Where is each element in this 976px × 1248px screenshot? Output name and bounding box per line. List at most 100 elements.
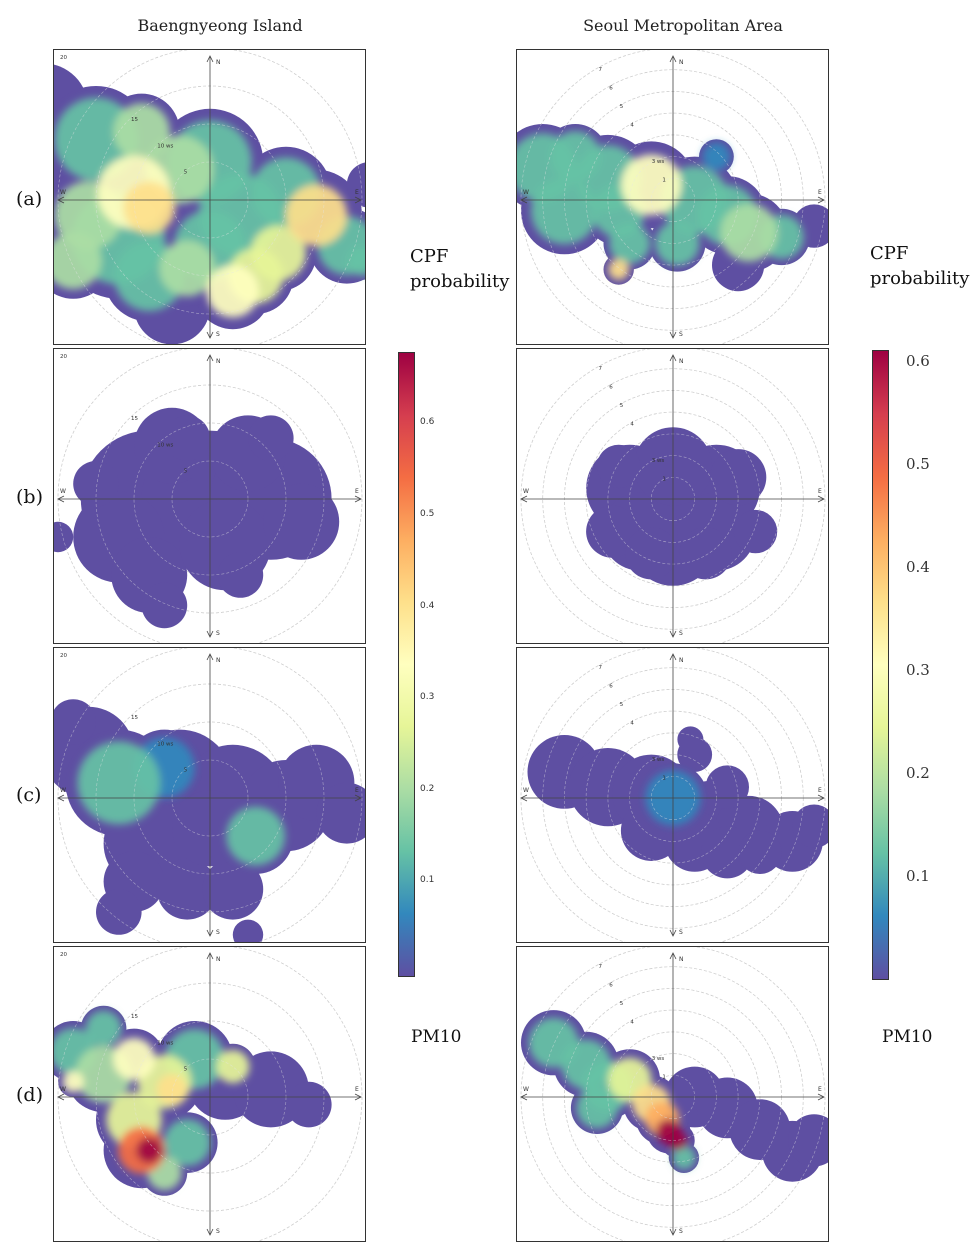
axis-arrow — [57, 1093, 65, 1101]
ring-label: 5 — [184, 768, 188, 774]
polar-plot-baengnyeong-d: N E S W 20 15 10 ws 5 — [53, 946, 366, 1242]
cpf-cell — [248, 415, 294, 461]
axis-arrow — [520, 1093, 528, 1101]
cpf-cell — [677, 726, 704, 753]
cpf-hotspots — [528, 1018, 696, 1170]
polar-plot-canvas: N E S W 7 6 5 4 3 ws 1 — [520, 349, 826, 643]
direction-label: W — [60, 488, 66, 495]
cpf-hotspot — [576, 1087, 618, 1129]
axis-arrow — [817, 794, 825, 802]
colorbar-title-line2: probability — [410, 271, 510, 292]
direction-label: W — [60, 787, 66, 794]
ring-label: 1 — [662, 477, 666, 483]
ring-label: 7 — [599, 964, 603, 970]
ring-label: 4 — [630, 720, 634, 726]
axis-arrow — [57, 794, 65, 802]
axis-arrow — [354, 1093, 362, 1101]
direction-label: W — [523, 488, 529, 495]
colorbar-title-line1: CPF — [410, 246, 449, 267]
axis-arrow — [669, 630, 677, 638]
ring-label: 4 — [630, 421, 634, 427]
cpf-hotspot — [226, 806, 285, 866]
colorbar-left — [398, 352, 415, 977]
ring-label: 4 — [630, 1019, 634, 1025]
colorbar-title-line1: CPF — [870, 243, 909, 264]
ring-label: 3 ws — [652, 757, 665, 763]
colorbar-footer-left: PM10 — [411, 1027, 462, 1047]
cpf-hotspot — [216, 1050, 250, 1084]
ring-label: 3 ws — [652, 458, 665, 464]
ring-label: 7 — [599, 366, 603, 372]
cpf-hotspot — [206, 265, 259, 318]
axis-arrow — [206, 630, 214, 638]
ring-label: 5 — [184, 170, 188, 176]
ring-label: 10 ws — [157, 1040, 173, 1046]
colorbar-title-right: CPF probability — [870, 241, 969, 291]
cpf-hotspot — [113, 1038, 155, 1080]
direction-label: E — [818, 1086, 822, 1093]
axis-arrow — [206, 653, 214, 661]
axis-arrow — [669, 929, 677, 937]
colorbar-tick-label: 0.2 — [906, 764, 930, 783]
row-label-b: (b) — [16, 486, 43, 508]
ring-label: 5 — [184, 1067, 188, 1073]
direction-label: N — [679, 358, 684, 365]
cpf-cell — [346, 162, 365, 208]
axis-arrow — [669, 354, 677, 362]
direction-label: N — [679, 59, 684, 66]
cpf-cell — [738, 830, 782, 874]
axis-arrow — [206, 929, 214, 937]
cpf-cell — [709, 449, 767, 506]
axis-arrow — [669, 952, 677, 960]
cpf-hotspot — [655, 221, 700, 266]
polar-plot-baengnyeong-b: N E S W 20 15 10 ws 5 — [53, 348, 366, 644]
axis-arrow — [817, 495, 825, 503]
axis-arrow — [669, 331, 677, 339]
cpf-hotspot — [702, 142, 731, 171]
column-title-left: Baengnyeong Island — [137, 16, 303, 35]
colorbar-tick-label: 0.3 — [420, 692, 435, 703]
colorbar-tick-label: 0.6 — [420, 417, 435, 428]
direction-label: E — [355, 488, 359, 495]
cpf-cell — [96, 889, 142, 935]
ring-label: 5 — [620, 403, 624, 409]
colorbar-title-left: CPF probability — [410, 244, 509, 294]
cpf-footprint — [54, 699, 365, 942]
ring-label: 3 ws — [652, 1056, 665, 1062]
ring-label: 6 — [609, 384, 613, 390]
ring-label: 5 — [620, 702, 624, 708]
ring-label: 1 — [662, 178, 666, 184]
cpf-cell — [788, 1114, 828, 1167]
ring-label: 10 ws — [157, 442, 173, 448]
cpf-cell — [164, 415, 210, 461]
cpf-cell — [156, 858, 218, 920]
colorbar-title-line2: probability — [870, 268, 970, 289]
axis-arrow — [817, 196, 825, 204]
polar-plot-baengnyeong-c: N E S W 20 15 10 ws 5 — [53, 647, 366, 943]
direction-label: E — [355, 1086, 359, 1093]
direction-label: E — [355, 787, 359, 794]
cpf-hotspot — [136, 1137, 163, 1164]
polar-plot-seoul-d: N E S W 7 6 5 4 3 ws 1 — [516, 946, 829, 1242]
colorbar-tick-label: 0.3 — [906, 661, 930, 680]
axis-arrow — [354, 196, 362, 204]
axis-arrow — [206, 331, 214, 339]
cpf-cell — [202, 858, 264, 920]
colorbar-tick-label: 0.2 — [420, 783, 435, 794]
cpf-cell — [217, 552, 264, 598]
polar-plot-canvas: N E S W 7 6 5 4 3 ws 1 — [517, 50, 828, 344]
colorbar-tick-label: 0.4 — [420, 600, 435, 611]
ring-label: 6 — [609, 982, 613, 988]
cpf-cell — [705, 765, 749, 809]
direction-label: N — [216, 59, 221, 66]
direction-label: N — [216, 956, 221, 963]
cpf-cell — [263, 483, 340, 560]
polar-plot-seoul-a: N E S W 7 6 5 4 3 ws 1 — [516, 49, 829, 345]
cpf-cell — [232, 919, 264, 942]
direction-label: S — [679, 929, 683, 936]
direction-label: E — [818, 787, 822, 794]
axis-arrow — [354, 495, 362, 503]
ring-label: 1 — [662, 1075, 666, 1081]
ring-label: 20 — [60, 653, 67, 659]
axis-arrow — [57, 495, 65, 503]
